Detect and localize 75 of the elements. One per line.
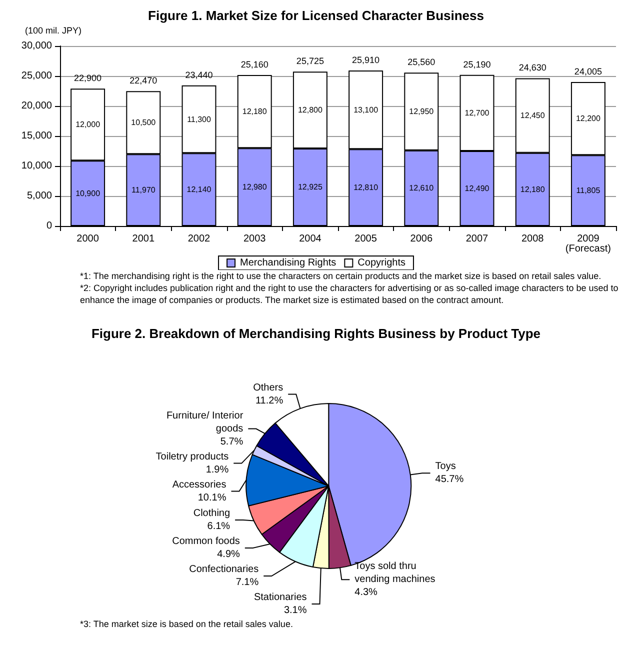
data-label: 13,100 [354,105,379,114]
data-label: 12,800 [298,106,323,115]
slice-label: Others [253,382,284,394]
data-label: 11.2% [255,395,284,406]
data-label: 1.9% [206,464,229,476]
data-label: 10,900 [76,188,101,198]
x-tick-label: 2002 [188,234,211,244]
legend-label: Merchandising Rights [240,258,336,268]
text: *3: The market size is based on the retail sales value. [80,618,294,630]
slice-label: Confectionaries [189,564,259,575]
y-axis-title: (100 mil. JPY) [25,26,82,36]
total-label: 25,190 [463,59,491,70]
total-label: 25,160 [240,60,268,70]
data-label: 12,450 [520,111,546,120]
x-tick-label: 2009 (Forecast) [565,234,611,254]
chart-title: Figure 1. Market Size for Licensed Character Business [148,8,484,23]
data-label: 10.1% [198,492,226,504]
total-label: 24,630 [518,62,546,73]
chart-title: Figure 2. Breakdown of Merchandising Rights Business by Product Type [91,326,541,341]
text: *2: Copyright includes publication right and the right to use the characters for advertising or as so-called image characters to be used to enhance the image of companies or products. The market size is estimated based on the contract amount. [80,282,620,306]
data-label: 4.3% [354,587,378,598]
slice-label: Clothing [193,508,230,519]
y-tick-label: 0 [46,220,52,232]
slice-label: Toys sold thru vending machines [354,561,436,586]
data-label: 5.7% [220,436,244,448]
x-tick-label: 2008 [521,234,544,244]
data-label: 12,140 [186,185,212,194]
x-tick-label: 2007 [466,234,489,244]
data-label: 45.7% [435,474,464,486]
x-tick-label: 2003 [243,234,266,244]
y-tick-label: 10,000 [21,160,52,172]
total-label: 24,005 [574,66,602,76]
text: *1: The merchandising right is the right to use the characters on certain products and the market size is based on retail sales value. [80,270,602,282]
y-tick-label: 25,000 [21,70,52,82]
total-label: 22,470 [130,76,158,86]
data-label: 12,200 [576,114,601,124]
slice-label: Stationaries [254,592,307,603]
y-tick-label: 20,000 [21,100,52,112]
data-label: 12,610 [409,184,434,193]
data-label: 7.1% [236,577,259,588]
data-label: 12,810 [354,183,379,192]
slice-label: Furniture/ Interior goods [166,410,244,434]
total-label: 22,900 [74,73,102,84]
total-label: 25,725 [296,56,324,66]
data-label: 12,950 [409,106,434,116]
data-label: 11,300 [187,114,212,124]
legend-label: Copyrights [358,258,406,268]
data-label: 12,700 [464,108,490,118]
y-tick-label: 5,000 [26,190,52,202]
data-label: 12,490 [464,184,490,194]
slice-label: Toiletry products [156,451,229,462]
data-label: 4.9% [217,549,240,560]
x-tick-label: 2004 [299,234,322,244]
x-tick-label: 2001 [132,234,155,244]
data-label: 12,925 [298,182,323,192]
x-tick-label: 2006 [410,234,433,244]
data-label: 11,970 [131,186,156,195]
y-tick-label: 15,000 [21,130,52,142]
data-label: 10,500 [131,118,156,128]
data-label: 12,980 [242,182,268,192]
data-label: 6.1% [207,521,230,532]
data-label: 12,180 [520,184,546,194]
y-tick-label: 30,000 [21,40,52,52]
x-tick-label: 2005 [354,234,378,244]
data-label: 11,805 [576,186,601,196]
total-label: 25,560 [408,57,436,68]
x-tick-label: 2000 [76,234,100,244]
slice-label: Common foods [172,536,240,547]
data-label: 12,000 [76,120,101,130]
data-label: 12,180 [242,107,268,116]
total-label: 25,910 [352,55,380,66]
slice-label: Toys [435,461,456,472]
total-label: 23,440 [185,70,213,80]
slice-label: Accessories [172,479,226,490]
data-label: 3.1% [284,605,307,616]
